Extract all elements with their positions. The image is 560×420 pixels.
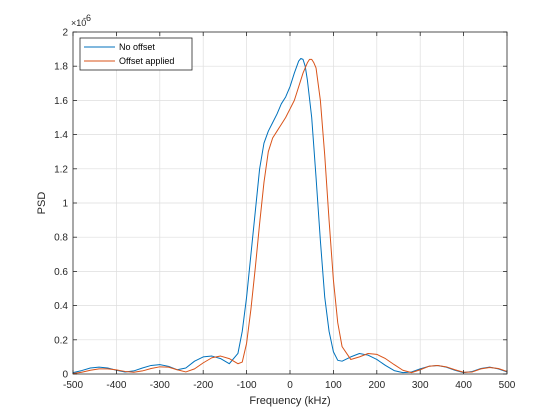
y-axis-label: PSD (36, 192, 48, 215)
x-tick-label: 500 (499, 380, 516, 391)
x-tick-label: 100 (325, 380, 342, 391)
legend: No offset Offset applied (79, 37, 193, 71)
x-tick-label: 200 (368, 380, 385, 391)
series-line-no-offset (72, 58, 508, 374)
y-tick-label: 1.2 (54, 164, 68, 175)
y-exponent-power: -6 (83, 13, 91, 23)
x-tick-label: -500 (63, 380, 83, 391)
x-tick-label: 300 (412, 380, 429, 391)
y-tick-label: 0.4 (54, 301, 68, 312)
x-tick-label: 0 (287, 380, 293, 391)
x-tick-label: 400 (455, 380, 472, 391)
y-tick-label: 1.6 (54, 96, 68, 107)
y-tick-label: 2 (62, 28, 68, 39)
y-tick-label: 1 (62, 199, 68, 210)
x-tick-label: -100 (237, 380, 257, 391)
legend-label-no-offset: No offset (119, 42, 155, 52)
y-tick-label: 1.4 (54, 130, 68, 141)
y-tick-label: 1.8 (54, 62, 68, 73)
x-tick-label: -400 (106, 380, 126, 391)
x-tick-label: -300 (150, 380, 170, 391)
y-tick-label: 0.6 (54, 267, 68, 278)
y-exponent-base: ×10 (71, 18, 86, 28)
grid (73, 32, 507, 374)
y-tick-label: 0 (62, 370, 68, 381)
legend-box (79, 37, 193, 71)
y-tick-label: 0.8 (54, 233, 68, 244)
series-line-offset-applied (72, 58, 508, 374)
x-tick-label: -200 (193, 380, 213, 391)
x-axis-label: Frequency (kHz) (249, 395, 330, 407)
y-tick-label: 0.2 (54, 335, 68, 346)
series-layer (72, 58, 508, 374)
ticks: -500 -400 -300 -200 -100 0 100 200 300 400 500 0 0.2… (54, 28, 516, 392)
legend-label-offset-applied: Offset applied (119, 56, 174, 66)
